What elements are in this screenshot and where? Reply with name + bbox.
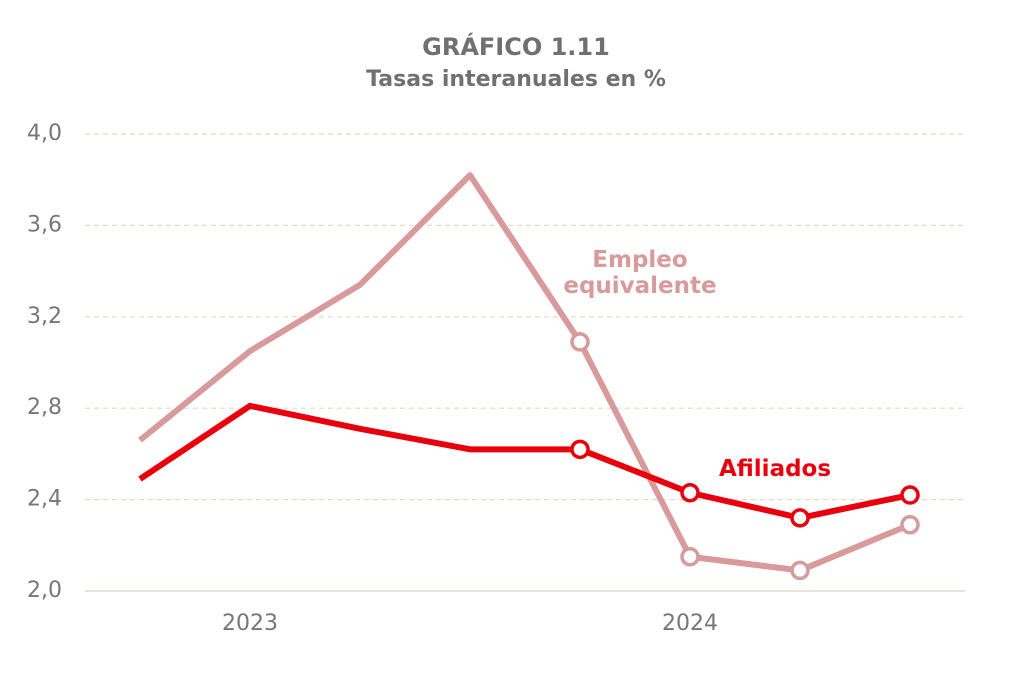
chart-title: GRÁFICO 1.11 <box>422 32 610 61</box>
series-label: Afiliados <box>718 456 832 482</box>
y-tick-label: 4,0 <box>27 121 62 146</box>
point-marker <box>900 485 920 505</box>
y-tick-label: 2,4 <box>27 487 62 512</box>
x-tick-label: 2023 <box>222 611 278 636</box>
point-marker <box>790 508 810 528</box>
point-marker <box>680 482 700 503</box>
point-marker <box>570 332 590 352</box>
y-tick-label: 3,2 <box>27 304 62 329</box>
series-line <box>138 172 912 574</box>
series-line <box>138 402 911 521</box>
y-tick-label: 2,0 <box>27 578 62 603</box>
series-label: Empleo equivalente <box>563 247 717 299</box>
chart-subtitle: Tasas interanuales en % <box>366 67 666 92</box>
x-tick-label: 2024 <box>662 611 718 636</box>
y-tick-label: 3,6 <box>27 212 62 237</box>
point-marker <box>680 546 700 567</box>
point-marker <box>570 439 590 460</box>
point-marker <box>900 514 920 535</box>
point-marker <box>790 560 810 581</box>
y-tick-label: 2,8 <box>27 395 62 420</box>
